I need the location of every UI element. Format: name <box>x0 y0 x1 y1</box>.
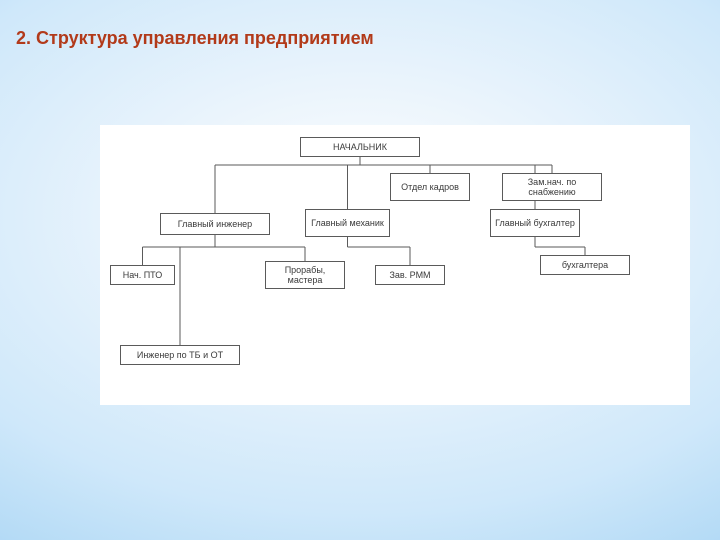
node-gl_mekh: Главный механик <box>305 209 390 237</box>
node-proraby: Прорабы, мастера <box>265 261 345 289</box>
org-chart: НАЧАЛЬНИК Отдел кадров Зам.нач. по снабжен… <box>100 125 690 405</box>
node-gl_inzh: Главный инженер <box>160 213 270 235</box>
node-gl_bukh: Главный бухгалтер <box>490 209 580 237</box>
slide: 2. Структура управления предприятием НАЧ… <box>0 0 720 540</box>
node-zam_snab: Зам.нач. по снабжению <box>502 173 602 201</box>
node-zav_rmm: Зав. РММ <box>375 265 445 285</box>
node-inzh_tb: Инженер по ТБ и ОТ <box>120 345 240 365</box>
node-bukhgaltera: бухгалтера <box>540 255 630 275</box>
slide-title: 2. Структура управления предприятием <box>16 28 374 49</box>
node-kadry: Отдел кадров <box>390 173 470 201</box>
node-nach_pto: Нач. ПТО <box>110 265 175 285</box>
node-boss: НАЧАЛЬНИК <box>300 137 420 157</box>
